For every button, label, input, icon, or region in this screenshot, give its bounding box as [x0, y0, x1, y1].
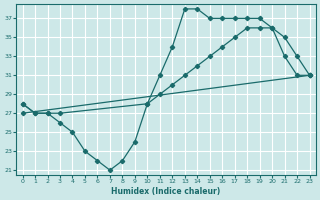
- X-axis label: Humidex (Indice chaleur): Humidex (Indice chaleur): [111, 187, 221, 196]
